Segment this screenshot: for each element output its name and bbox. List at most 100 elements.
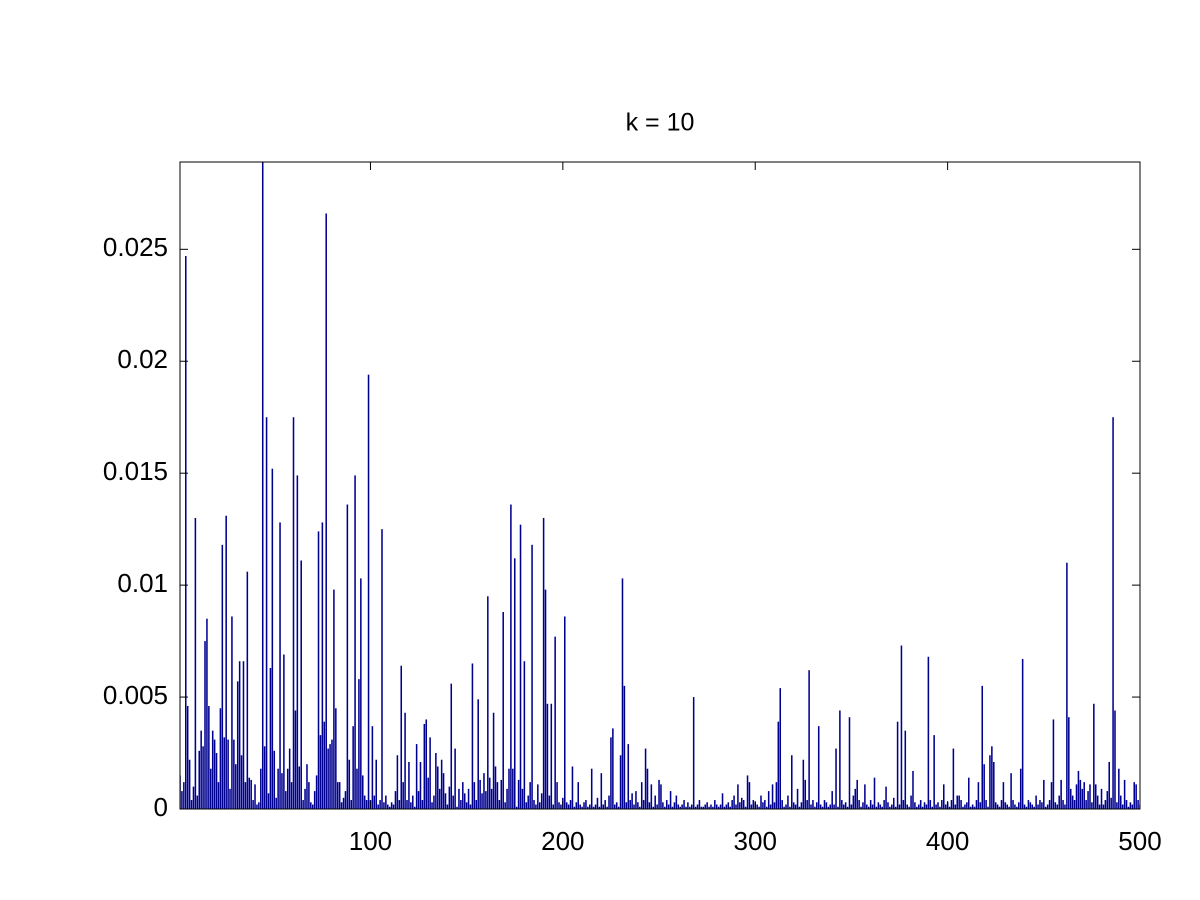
bar [1027,800,1030,809]
bar [889,806,891,809]
bar [1098,804,1101,809]
bar [506,788,508,809]
bar [658,779,660,809]
bar [739,802,741,809]
bar [766,806,768,809]
x-tick-label: 200 [541,826,584,856]
bar [867,806,870,809]
bar [375,759,378,809]
bar [904,730,907,809]
bar [633,804,635,809]
bar [648,802,651,809]
bar [294,710,297,809]
bar [892,797,895,809]
bar [304,788,306,809]
bar [412,795,414,809]
bar [1056,804,1059,809]
bar [1031,804,1034,809]
bar [283,654,285,809]
bar [1123,779,1126,809]
bar [483,773,485,809]
bar [937,802,939,809]
bar [873,777,876,809]
bar [585,800,587,809]
bar [221,544,224,809]
bar [1068,717,1070,809]
bar [850,804,853,809]
bar [706,802,708,809]
bar [1006,804,1009,809]
bar [419,761,422,809]
bar [746,775,749,809]
bar [833,804,835,809]
bar [617,806,620,809]
bar [306,764,308,809]
bar [1073,800,1076,809]
bar [575,802,578,809]
bar [344,791,347,809]
bar [983,764,985,809]
bar [852,795,855,809]
bar [750,804,753,809]
bar [410,802,412,809]
bar [1014,804,1016,809]
bar [479,779,481,809]
bar [1010,773,1012,809]
bar [292,417,295,809]
bar [760,795,762,809]
bar [569,800,572,809]
bar [321,522,324,809]
bar [475,800,478,809]
bar [829,804,832,809]
bar [1016,806,1018,809]
bar [685,806,687,809]
bar [325,213,327,809]
bar [785,804,787,809]
bar [989,755,991,809]
bar [637,802,639,809]
bar [544,589,547,809]
bar [625,802,628,809]
bar [1064,804,1066,809]
bar [712,806,714,809]
bar [523,661,526,809]
bar [529,782,531,809]
bar [671,806,674,809]
bar [537,784,539,809]
bar [744,806,747,809]
bar [631,793,633,809]
bar [1018,802,1020,809]
bar [454,748,456,809]
bar [431,802,433,809]
bar [881,806,883,809]
bar [429,737,431,809]
bar [394,791,397,809]
bar [471,663,474,809]
bar [254,784,256,809]
bar [565,802,568,809]
bar [950,800,953,809]
bar [715,804,718,809]
bar [250,779,252,809]
bar [775,782,778,809]
bar [1106,791,1109,809]
bar [346,504,349,809]
bar [923,802,926,809]
bar [1108,761,1110,809]
bar [821,806,824,809]
bar [792,802,795,809]
bar [752,800,755,809]
bar [327,748,329,809]
bar [433,795,435,809]
bar [542,517,545,809]
bar [527,795,529,809]
bar [462,782,464,809]
bar [942,784,945,809]
bar [727,802,730,809]
bar [425,719,428,809]
bar [933,735,935,809]
bar [1037,804,1039,809]
y-tick-label: 0 [154,792,168,822]
